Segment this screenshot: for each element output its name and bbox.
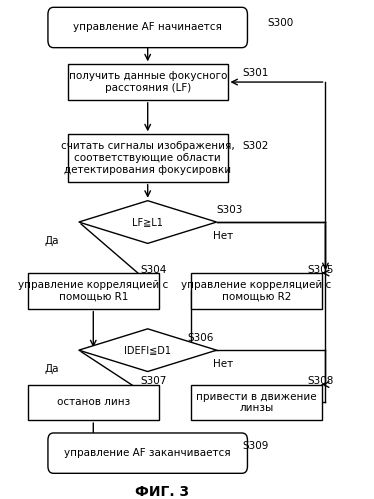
Text: привести в движение
линзы: привести в движение линзы [196,392,317,413]
Text: Нет: Нет [213,231,233,242]
Text: S308: S308 [307,376,334,386]
Polygon shape [79,329,217,372]
Text: S302: S302 [242,141,269,151]
Text: ФИГ. 3: ФИГ. 3 [135,486,189,499]
Text: управление корреляцией с
помощью R1: управление корреляцией с помощью R1 [18,280,168,302]
Text: управление корреляцией с
помощью R2: управление корреляцией с помощью R2 [181,280,332,302]
FancyBboxPatch shape [48,433,248,474]
Text: LF≧L1: LF≧L1 [132,217,163,227]
Text: S309: S309 [242,441,269,451]
Bar [191,385,322,420]
Text: IDEFI≦D1: IDEFI≦D1 [124,345,171,355]
Text: считать сигналы изображения,
соответствующие области
детектирования фокусировки: считать сигналы изображения, соответству… [61,141,234,175]
Bar [28,385,159,420]
Text: управление AF заканчивается: управление AF заканчивается [64,448,231,458]
Polygon shape [79,201,217,244]
Text: останов линз: останов линз [56,397,130,407]
Bar [68,64,227,100]
Text: Нет: Нет [213,359,233,369]
FancyBboxPatch shape [48,7,248,48]
Text: Да: Да [44,364,59,374]
Bar [68,134,227,182]
Text: получить данные фокусного
расстояния (LF): получить данные фокусного расстояния (LF… [68,71,227,93]
Bar [28,273,159,309]
Text: управление AF начинается: управление AF начинается [73,22,222,32]
Bar [191,273,322,309]
Text: Да: Да [44,236,59,246]
Text: S306: S306 [188,333,214,343]
Text: S305: S305 [307,264,334,274]
Text: S303: S303 [217,205,243,215]
Text: S307: S307 [141,376,167,386]
Text: S300: S300 [267,18,294,28]
Text: S304: S304 [141,264,167,274]
Text: S301: S301 [242,67,269,77]
